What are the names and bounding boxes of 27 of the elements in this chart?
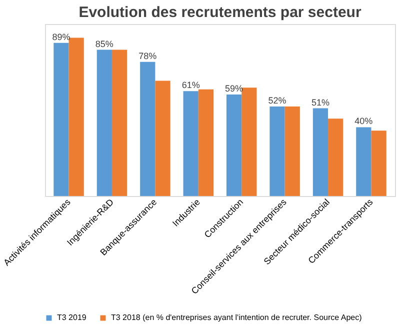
data-label: 61% (182, 80, 200, 90)
bar (242, 88, 257, 196)
data-label: 85% (95, 38, 114, 49)
bar (356, 127, 372, 196)
bar (112, 50, 128, 196)
bar (284, 106, 300, 196)
bar (68, 38, 84, 196)
bar (270, 106, 285, 196)
data-label: 52% (268, 96, 286, 106)
legend-label: T3 2019 (57, 313, 87, 322)
bar (96, 50, 112, 196)
data-label: 78% (138, 50, 157, 61)
bar (371, 130, 386, 196)
bar (312, 108, 328, 196)
data-label: 59% (225, 84, 244, 94)
bar (183, 91, 198, 196)
bar (328, 118, 344, 196)
legend-label: T3 2018 (en % d'entreprises ayant l'intention de recruter. Source Apec) (111, 313, 362, 322)
bar (155, 80, 170, 196)
bar (198, 89, 214, 196)
bar (226, 94, 242, 196)
bar (140, 62, 156, 196)
data-label: 40% (354, 116, 373, 126)
bar (54, 42, 69, 196)
chart-title: Evolution des recrutements par secteur (78, 4, 362, 21)
data-label: 51% (311, 97, 330, 108)
data-label: 89% (52, 32, 70, 42)
